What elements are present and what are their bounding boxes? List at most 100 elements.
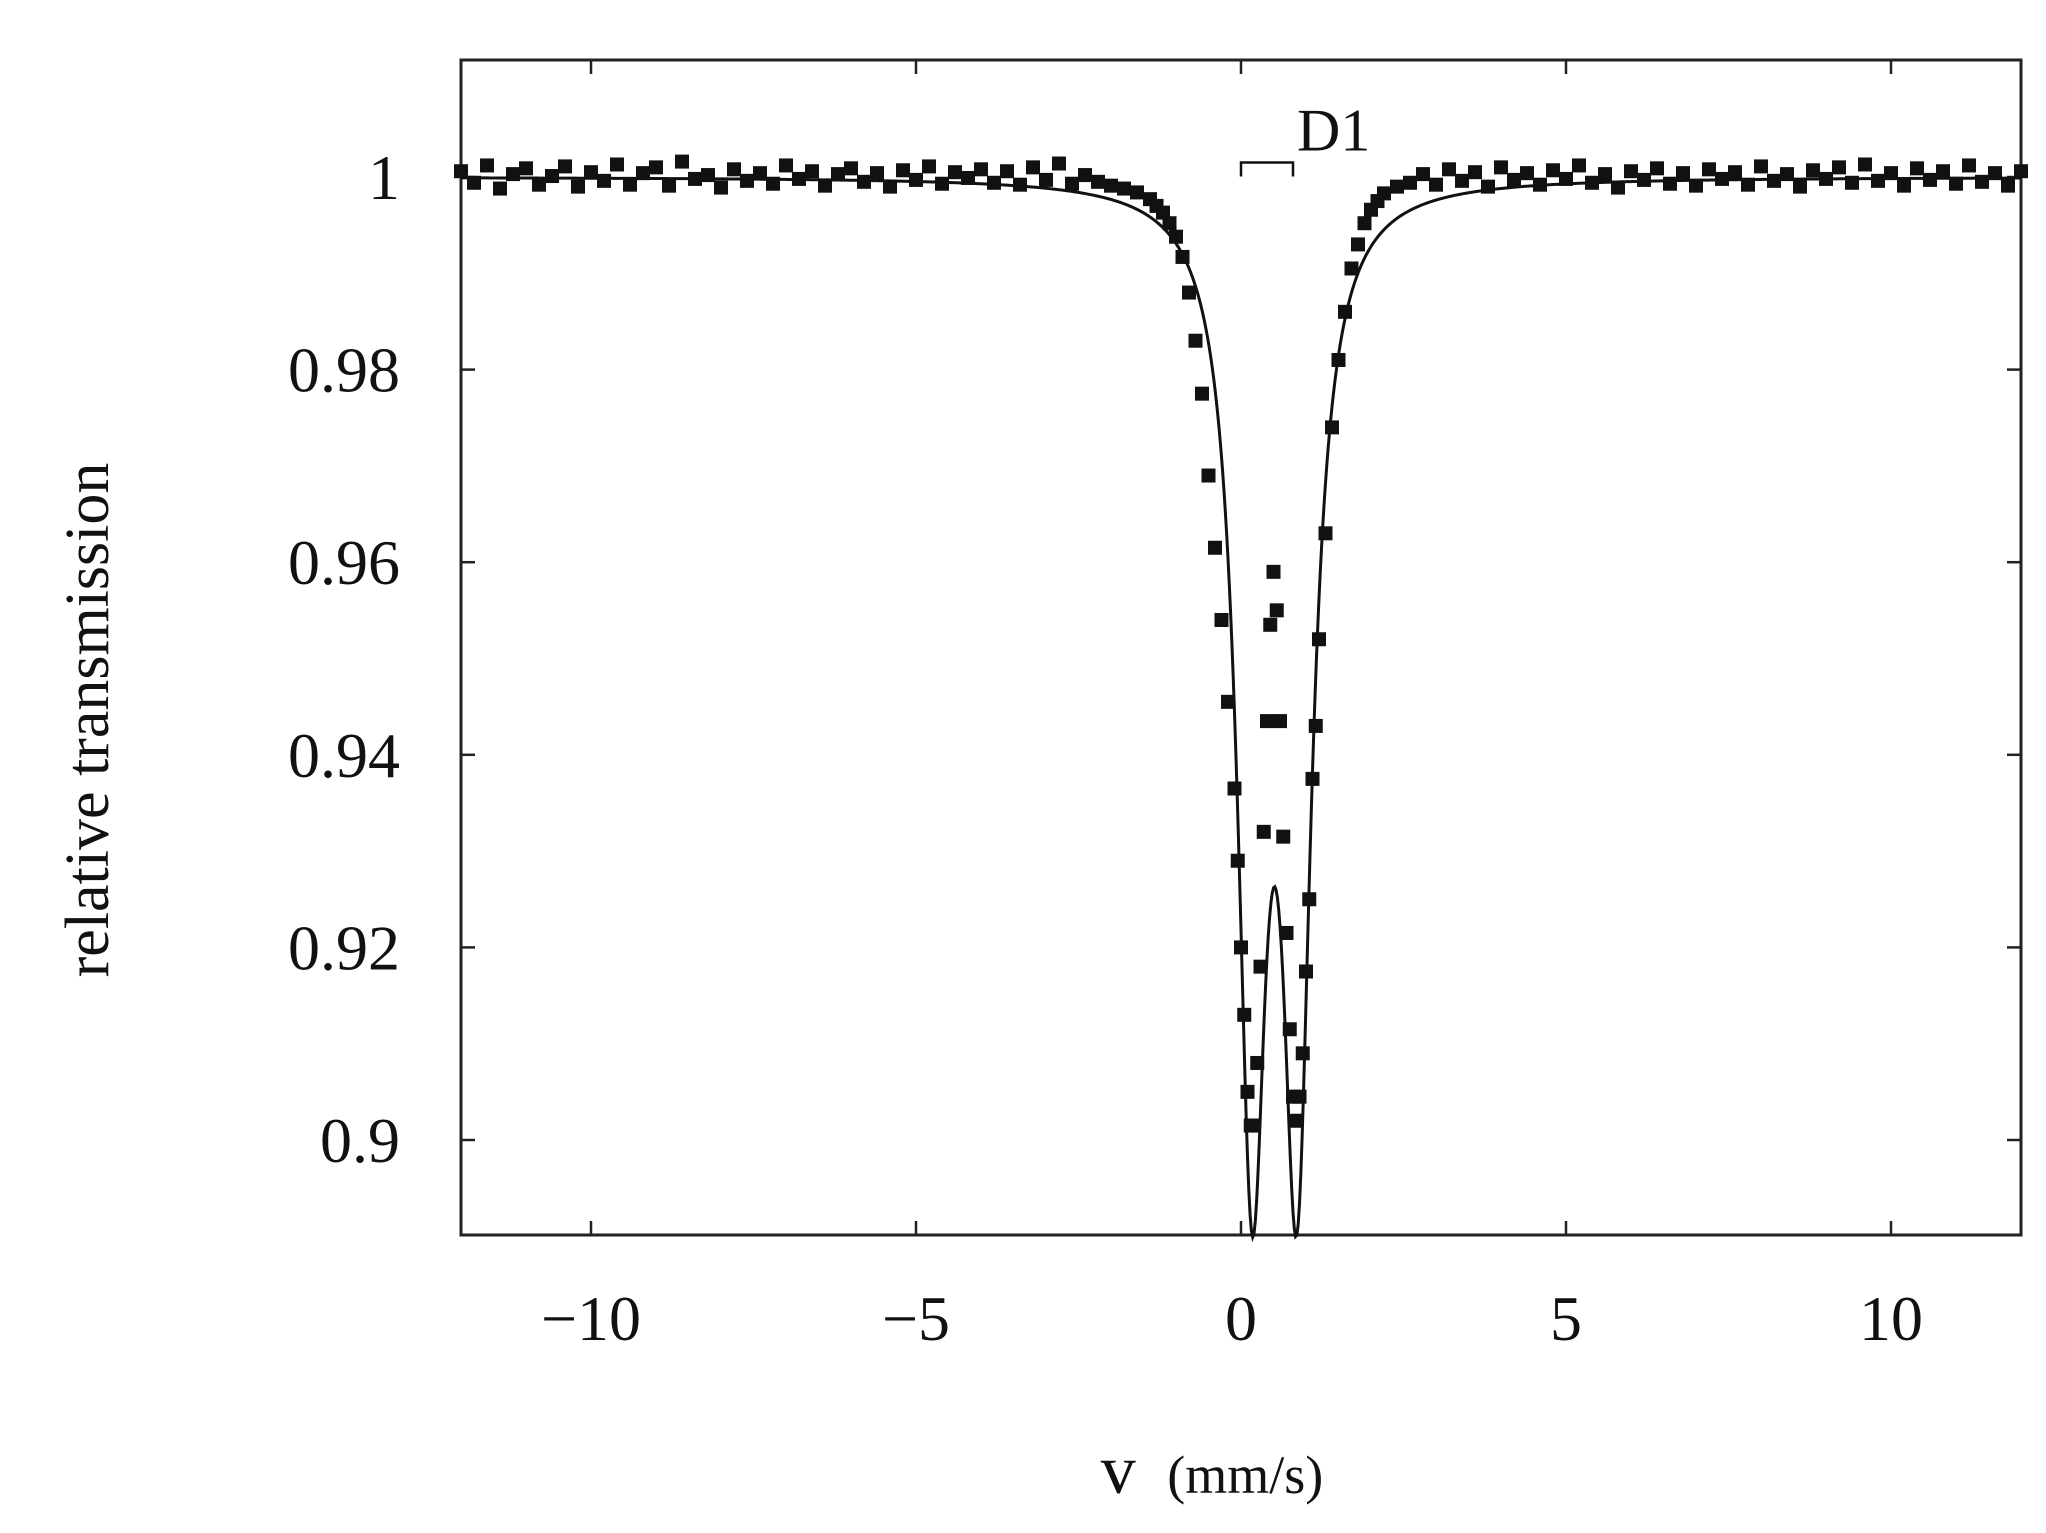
data-point [1936, 164, 1950, 179]
data-point [1819, 171, 1833, 186]
data-point [1663, 176, 1677, 191]
data-point [1533, 177, 1547, 192]
data-point [1572, 158, 1586, 173]
data-point [1175, 249, 1190, 264]
data-point [1780, 167, 1794, 182]
data-point [688, 171, 702, 186]
data-point [1832, 160, 1846, 175]
y-tick-label: 0.96 [288, 527, 400, 598]
data-point [1260, 714, 1274, 729]
data-point [1520, 166, 1534, 181]
data-point [1344, 261, 1359, 276]
data-point [727, 162, 741, 177]
data-point [1266, 564, 1281, 579]
data-point [896, 163, 910, 178]
data-point [1240, 1084, 1255, 1099]
data-point [1234, 940, 1248, 955]
data-point [1039, 172, 1053, 187]
data-point [1227, 781, 1242, 796]
plot-area [459, 58, 2023, 1237]
data-point [1793, 179, 1807, 194]
data-point [1000, 164, 1014, 179]
data-point [1871, 173, 1885, 188]
y-tick-label: 0.98 [288, 335, 400, 406]
data-point [1104, 178, 1118, 193]
data-point [740, 173, 754, 188]
data-point [1230, 853, 1245, 868]
data-point [506, 167, 520, 182]
data-point [1331, 352, 1346, 367]
data-point [1292, 1089, 1307, 1104]
data-point [1357, 216, 1372, 231]
data-point [2014, 164, 2028, 179]
data-point [1162, 216, 1177, 231]
data-point [701, 168, 715, 183]
data-point [1429, 177, 1443, 192]
data-point [1715, 171, 1729, 186]
data-point [532, 177, 546, 192]
data-point [1585, 175, 1599, 190]
fit-curve-group [461, 176, 2022, 1243]
data-point [1494, 160, 1508, 175]
x-tick-label: −10 [541, 1283, 641, 1354]
data-point [1078, 168, 1092, 183]
data-point [1559, 171, 1573, 186]
data-point [1318, 526, 1333, 541]
data-point [766, 176, 780, 191]
data-point [1052, 156, 1066, 171]
data-point [1195, 386, 1209, 401]
data-point [1351, 237, 1365, 252]
data-point [584, 165, 598, 180]
data-point [961, 170, 975, 185]
data-point [1416, 167, 1430, 182]
data-point [1325, 420, 1339, 435]
data-point [870, 166, 884, 181]
data-point [818, 178, 832, 193]
x-tick-label: 10 [1859, 1283, 1923, 1354]
x-tick-label: 5 [1550, 1283, 1582, 1354]
data-point [1689, 178, 1703, 193]
data-point [675, 154, 689, 169]
y-tick-label: 1 [368, 142, 400, 213]
data-point [831, 167, 845, 182]
d1-bracket [1239, 161, 1295, 177]
data-point [636, 166, 650, 181]
data-markers [454, 154, 2028, 1133]
data-point [1156, 205, 1170, 220]
data-point [1237, 1007, 1252, 1022]
data-point [753, 166, 767, 181]
data-point [1305, 771, 1320, 786]
data-point [1754, 159, 1768, 174]
x-axis-variable: v [1101, 1432, 1136, 1509]
data-point [1308, 718, 1323, 733]
y-tick-label: 0.92 [288, 912, 400, 983]
y-tick-label: 0.9 [320, 1105, 400, 1176]
data-point [922, 159, 936, 174]
data-point [1390, 179, 1404, 194]
data-point [844, 161, 858, 176]
data-point [1250, 1055, 1265, 1070]
data-point [1598, 167, 1612, 182]
data-point [1676, 166, 1690, 181]
data-point [1806, 163, 1820, 178]
data-point [1702, 162, 1716, 177]
data-point [597, 173, 611, 188]
data-point [519, 161, 533, 176]
data-point [1858, 157, 1872, 172]
y-axis-title: relative transmission [54, 463, 122, 978]
data-point [1988, 166, 2002, 181]
data-point [480, 158, 494, 173]
data-point [1741, 177, 1755, 192]
data-point [571, 179, 585, 194]
data-point [987, 175, 1001, 190]
data-point [558, 159, 572, 174]
data-point [1845, 175, 1859, 190]
data-point [1289, 1113, 1304, 1128]
data-point [1312, 632, 1326, 647]
data-point [909, 172, 923, 187]
data-point [948, 165, 962, 180]
tick-labels: −10 −5 0 5 10 0.9 0.92 0.94 0.96 0.98 1 [288, 142, 1923, 1354]
data-point [1884, 166, 1898, 181]
data-point [1949, 176, 1963, 191]
data-point [1767, 173, 1781, 188]
